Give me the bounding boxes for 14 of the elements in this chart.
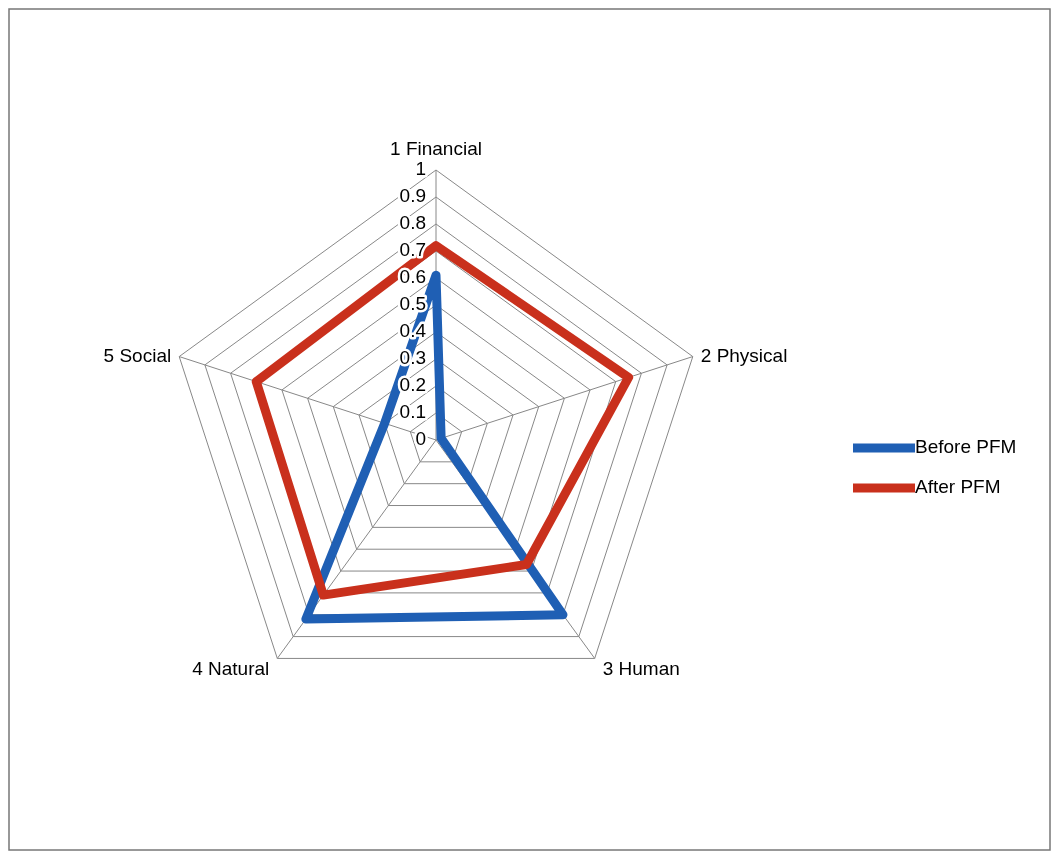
legend-label: After PFM (915, 476, 1001, 498)
spoke-label: 4 Natural (192, 658, 270, 680)
spoke-label: 2 Physical (700, 344, 788, 366)
spoke-label: 1 Financial (390, 138, 482, 160)
y-tick-label: 0.9 (399, 185, 426, 207)
spoke-label: 5 Social (103, 344, 172, 366)
spoke-label: 3 Human (602, 658, 680, 680)
y-tick-label: 1 (415, 158, 426, 180)
legend-label: Before PFM (915, 436, 1017, 458)
y-tick-label: 0 (415, 428, 426, 450)
y-tick-label: 0.1 (399, 401, 426, 423)
y-tick-label: 0.8 (399, 212, 426, 234)
y-tick-label: 0.7 (399, 239, 426, 261)
y-tick-label: 0.6 (399, 266, 426, 288)
